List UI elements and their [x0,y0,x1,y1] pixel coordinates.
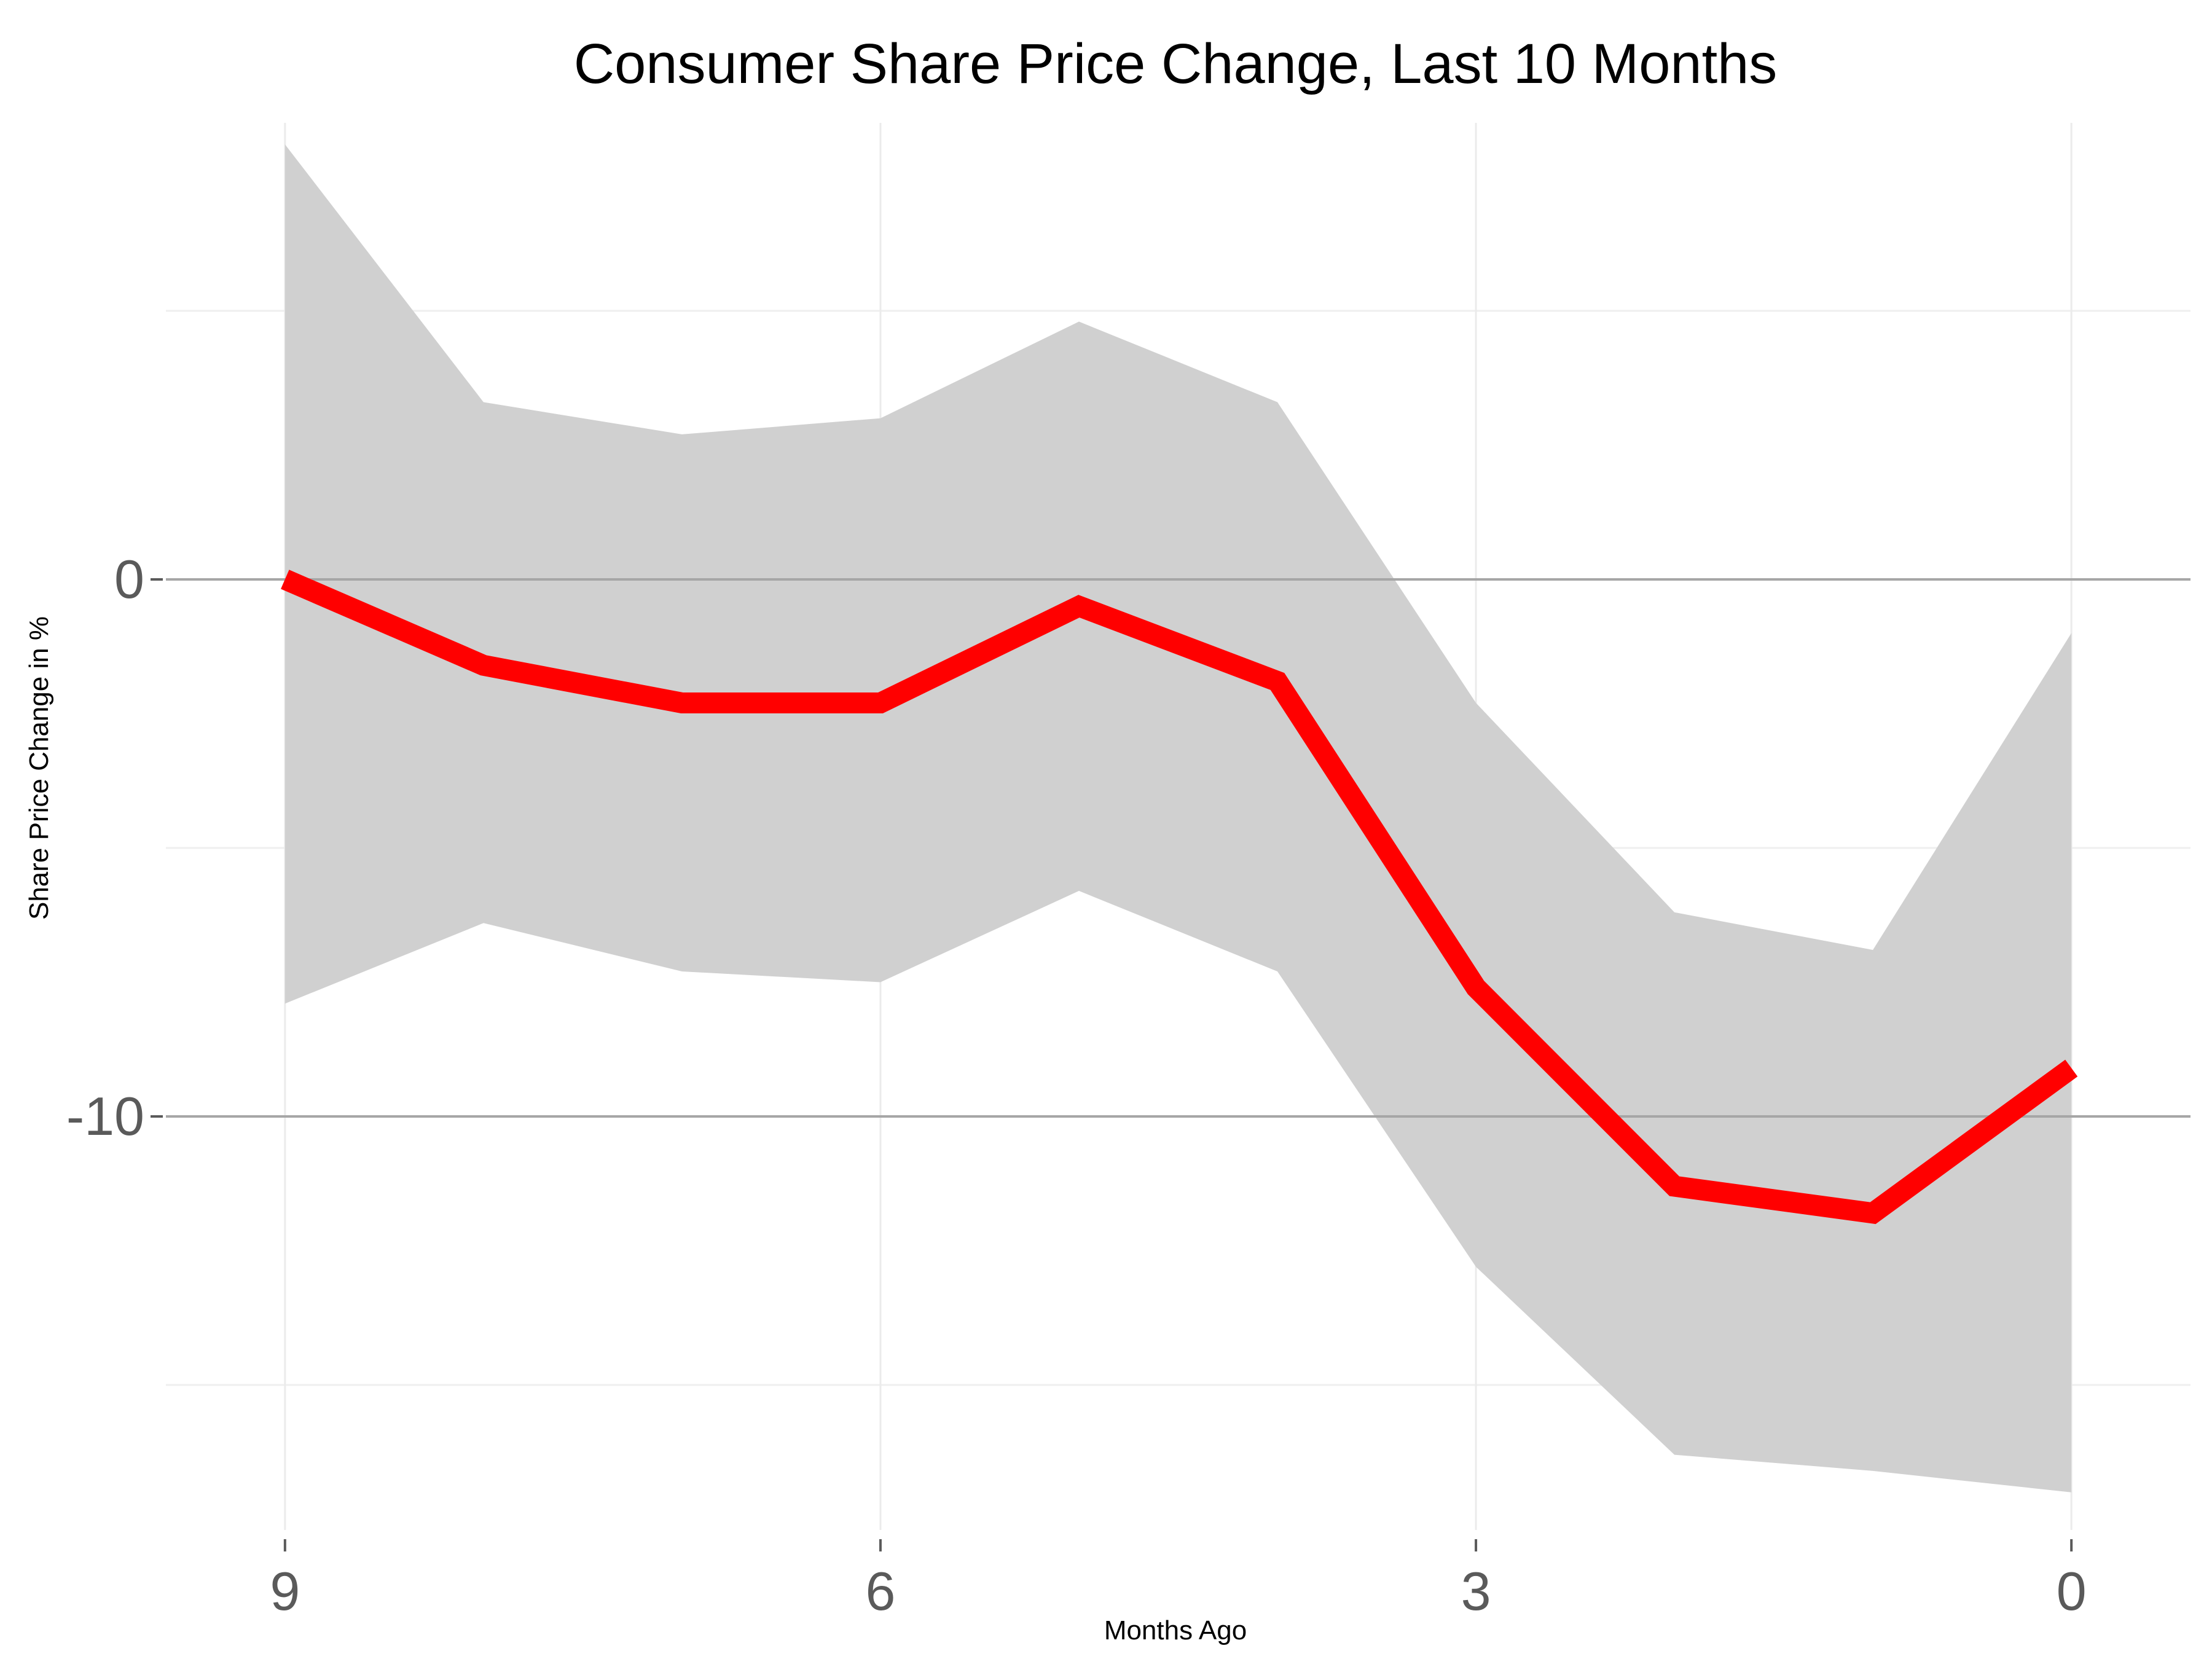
x-tick-label: 9 [270,1561,300,1622]
tick-labels: 9 6 3 0 0 -10 [66,549,2087,1622]
series-line-group [281,570,2078,1225]
x-axis-label: Months Ago [1104,1615,1247,1645]
y-axis-label: Share Price Change in % [24,616,54,920]
y-tick-label: -10 [66,1086,144,1147]
y-tick-label: 0 [114,549,144,610]
major-gridlines [166,578,2190,1118]
confidence-band-area [284,144,2072,1492]
chart-title: Consumer Share Price Change, Last 10 Mon… [574,33,1778,95]
x-tick-label: 3 [1461,1561,1491,1622]
x-tick-label: 6 [865,1561,895,1622]
series-line [281,570,2078,1225]
confidence-band [284,144,2072,1492]
x-tick-label: 0 [2057,1561,2087,1622]
